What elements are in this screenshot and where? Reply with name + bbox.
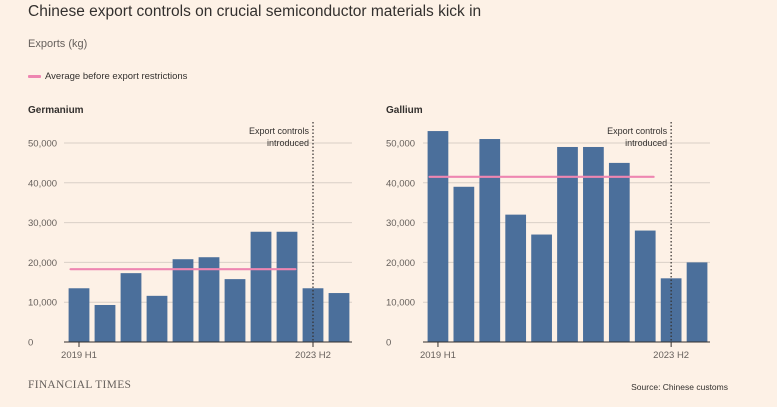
gallium-y-tick-label: 20,000 bbox=[386, 258, 415, 269]
gallium-y-tick-label: 10,000 bbox=[386, 298, 415, 309]
germanium-bar bbox=[68, 288, 90, 342]
gallium-y-tick-label: 40,000 bbox=[386, 178, 415, 189]
germanium-bar bbox=[198, 257, 220, 342]
germanium-y-tick-label: 50,000 bbox=[28, 139, 57, 150]
gallium-x-tick-label: 2019 H1 bbox=[420, 350, 456, 361]
gallium-annotation-line2: introduced bbox=[625, 138, 667, 148]
gallium-bar bbox=[557, 146, 578, 342]
gallium-y-tick-label: 30,000 bbox=[386, 218, 415, 229]
gallium-annotation-line1: Export controls bbox=[607, 126, 668, 136]
gallium-bar bbox=[634, 230, 656, 342]
gallium-bar bbox=[686, 262, 708, 342]
gallium-bar bbox=[479, 139, 501, 342]
ft-brand-logo: FINANCIAL TIMES bbox=[28, 379, 132, 391]
germanium-y-tick-label: 20,000 bbox=[28, 258, 57, 269]
germanium-x-tick-label: 2019 H1 bbox=[61, 350, 97, 361]
germanium-x-tick-label: 2023 H2 bbox=[295, 350, 331, 361]
germanium-bar bbox=[276, 231, 298, 342]
gallium-bar bbox=[531, 234, 552, 342]
germanium-y-tick-label: 0 bbox=[28, 338, 33, 349]
germanium-panel-title: Germanium bbox=[28, 105, 84, 116]
germanium-y-tick-label: 30,000 bbox=[28, 218, 57, 229]
germanium-annotation-line1: Export controls bbox=[249, 126, 310, 136]
germanium-bar bbox=[224, 279, 246, 342]
germanium-bar bbox=[120, 273, 142, 342]
germanium-bar bbox=[250, 231, 272, 342]
gallium-bar bbox=[608, 162, 630, 342]
gallium-bar bbox=[583, 146, 604, 342]
gallium-bar bbox=[427, 131, 449, 342]
gallium-panel-title: Gallium bbox=[386, 105, 423, 116]
legend-label: Average before export restrictions bbox=[45, 71, 188, 82]
germanium-bar bbox=[328, 293, 350, 342]
chart-title: Chinese export controls on crucial semic… bbox=[28, 3, 482, 20]
legend-swatch bbox=[28, 75, 41, 78]
germanium-bar bbox=[172, 259, 194, 342]
germanium-bar bbox=[146, 295, 168, 342]
legend: Average before export restrictions bbox=[28, 71, 187, 82]
gallium-y-tick-label: 50,000 bbox=[386, 139, 415, 150]
gallium-bar bbox=[660, 278, 682, 342]
germanium-y-tick-label: 40,000 bbox=[28, 178, 57, 189]
source-note: Source: Chinese customs bbox=[631, 382, 728, 392]
germanium-y-tick-label: 10,000 bbox=[28, 298, 57, 309]
germanium-annotation-line2: introduced bbox=[267, 138, 309, 148]
germanium-bar bbox=[94, 304, 116, 342]
gallium-bar bbox=[453, 186, 475, 342]
gallium-bar bbox=[505, 214, 527, 342]
gallium-y-tick-label: 0 bbox=[386, 338, 391, 349]
chart-subtitle: Exports (kg) bbox=[28, 38, 88, 50]
gallium-x-tick-label: 2023 H2 bbox=[653, 350, 689, 361]
